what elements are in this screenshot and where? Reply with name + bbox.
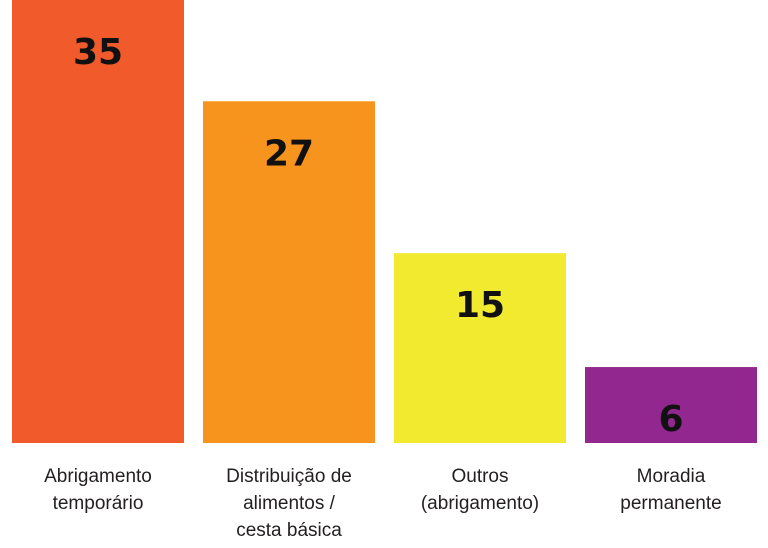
value-label: 15 bbox=[455, 285, 505, 326]
category-label-line: permanente bbox=[620, 493, 721, 514]
value-label: 6 bbox=[658, 399, 683, 440]
bar bbox=[394, 253, 566, 443]
category-label: Abrigamento temporário bbox=[44, 466, 152, 514]
value-label: 27 bbox=[264, 133, 314, 174]
category-label-line: Moradia bbox=[637, 466, 706, 487]
bar bbox=[12, 0, 184, 443]
category-label-line: Abrigamento bbox=[44, 466, 152, 487]
category-label: Distribuição de alimentos / cesta básica bbox=[226, 466, 352, 541]
bar bbox=[203, 101, 375, 443]
bar bbox=[585, 367, 757, 443]
category-label: Moradia permanente bbox=[620, 466, 721, 514]
category-label-line: cesta básica bbox=[236, 520, 342, 541]
category-label-line: (abrigamento) bbox=[421, 493, 539, 514]
category-label-line: Outros bbox=[451, 466, 508, 487]
category-label-line: alimentos / bbox=[243, 493, 336, 514]
category-label-line: temporário bbox=[53, 493, 144, 514]
category-label-line: Distribuição de bbox=[226, 466, 352, 487]
category-label: Outros (abrigamento) bbox=[421, 466, 539, 514]
value-label: 35 bbox=[73, 32, 123, 73]
